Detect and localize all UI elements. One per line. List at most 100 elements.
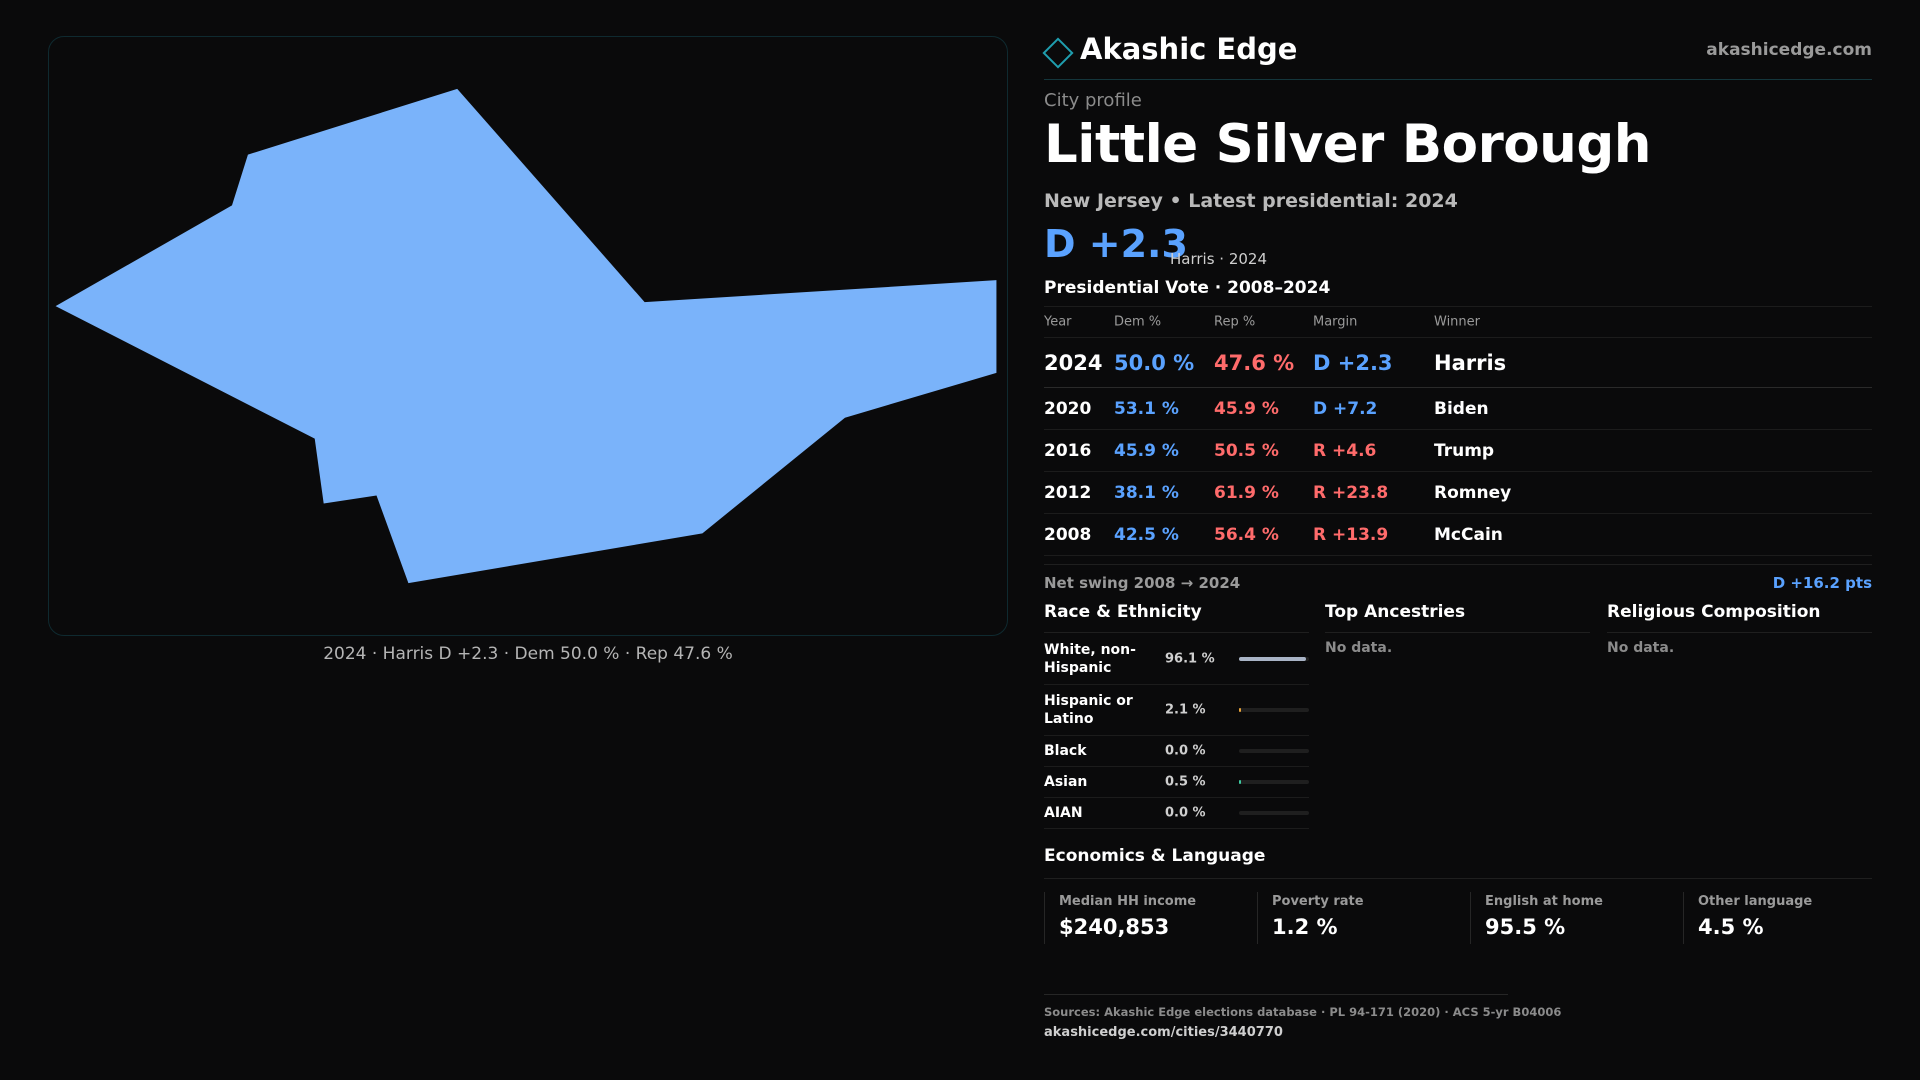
headline-margin: D +2.3 [1044,222,1188,266]
cell-margin: D +7.2 [1313,398,1378,419]
econ-label: Median HH income [1059,894,1197,909]
econ-value: 95.5 % [1485,915,1566,939]
cell-year: 2020 [1044,398,1092,419]
race-bar [1239,657,1309,661]
cell-rep: 50.5 % [1214,440,1279,461]
cell-winner: Romney [1434,482,1512,503]
ancestry-empty: No data. [1325,640,1393,656]
race-bar [1239,749,1309,753]
cell-year: 2024 [1044,350,1103,375]
race-bar-fill [1239,708,1241,712]
table-row: 2024 50.0 % 47.6 % D +2.3 Harris [1044,338,1872,388]
diamond-outline-icon [1042,37,1074,69]
cell-rep: 47.6 % [1214,350,1295,375]
cell-winner: Biden [1434,398,1489,419]
race-bar-fill [1239,780,1241,784]
race-bar [1239,708,1309,712]
map-panel[interactable] [48,36,1008,636]
cell-year: 2012 [1044,482,1092,503]
table-row: 2016 45.9 % 50.5 % R +4.6 Trump [1044,430,1872,472]
city-kicker: City profile [1044,90,1142,111]
col-rep: Rep % [1214,314,1256,330]
race-pct: 96.1 % [1165,651,1215,667]
economics-section-title: Economics & Language [1044,846,1872,879]
cell-rep: 56.4 % [1214,524,1279,545]
page-title: Little Silver Borough [1044,114,1652,175]
table-row: 2020 53.1 % 45.9 % D +7.2 Biden [1044,388,1872,430]
profile-panel: Akashic Edge akashicedge.com City profil… [1042,0,1872,1080]
net-swing-label: Net swing 2008 → 2024 [1044,574,1241,592]
map-caption: 2024 · Harris D +2.3 · Dem 50.0 % · Rep … [323,644,733,664]
cell-margin: R +4.6 [1313,440,1377,461]
race-pct: 0.5 % [1165,774,1206,790]
sources-text: Sources: Akashic Edge elections database… [1044,1005,1562,1019]
econ-value: 4.5 % [1698,915,1764,939]
cell-dem: 53.1 % [1114,398,1179,419]
cell-winner: Harris [1434,350,1507,375]
cell-winner: Trump [1434,440,1495,461]
econ-card-english: English at home 95.5 % [1470,892,1670,944]
col-year: Year [1044,314,1072,330]
col-winner: Winner [1434,314,1481,330]
econ-card-poverty: Poverty rate 1.2 % [1257,892,1457,944]
race-bar [1239,811,1309,815]
econ-label: Other language [1698,894,1813,909]
race-pct: 0.0 % [1165,805,1206,821]
vote-table: Year Dem % Rep % Margin Winner 2024 50.0… [1044,306,1872,556]
cell-year: 2008 [1044,524,1092,545]
table-row: 2008 42.5 % 56.4 % R +13.9 McCain [1044,514,1872,556]
table-row: 2012 38.1 % 61.9 % R +23.8 Romney [1044,472,1872,514]
cell-margin: R +23.8 [1313,482,1389,503]
religion-empty: No data. [1607,640,1675,656]
econ-label: Poverty rate [1272,894,1364,909]
race-pct: 2.1 % [1165,702,1206,718]
religion-section-title: Religious Composition [1607,602,1872,633]
econ-card-other-language: Other language 4.5 % [1683,892,1883,944]
race-label: Hispanic or Latino [1044,693,1133,727]
race-row: Black 0.0 % [1044,736,1309,767]
cell-margin: D +2.3 [1313,350,1393,375]
race-section-title: Race & Ethnicity [1044,602,1309,633]
vote-table-header: Year Dem % Rep % Margin Winner [1044,306,1872,338]
cell-dem: 42.5 % [1114,524,1179,545]
cell-margin: R +13.9 [1313,524,1389,545]
ancestry-section-title: Top Ancestries [1325,602,1590,633]
cell-rep: 45.9 % [1214,398,1279,419]
city-subtitle: New Jersey • Latest presidential: 2024 [1044,190,1458,212]
city-boundary-shape[interactable] [55,88,997,584]
race-pct: 0.0 % [1165,743,1206,759]
race-table: White, non-Hispanic 96.1 % Hispanic or L… [1044,634,1309,829]
cell-dem: 50.0 % [1114,350,1195,375]
cell-dem: 38.1 % [1114,482,1179,503]
race-row: AIAN 0.0 % [1044,798,1309,829]
race-bar-fill [1239,657,1307,661]
vote-section-title: Presidential Vote · 2008–2024 [1044,278,1331,298]
race-bar [1239,780,1309,784]
race-row: Hispanic or Latino 2.1 % [1044,685,1309,736]
sources-footer: Sources: Akashic Edge elections database… [1044,994,1562,1040]
brand-name[interactable]: Akashic Edge [1080,32,1298,66]
econ-value: $240,853 [1059,915,1170,939]
cell-year: 2016 [1044,440,1092,461]
race-row: White, non-Hispanic 96.1 % [1044,634,1309,685]
cell-winner: McCain [1434,524,1503,545]
brand-url[interactable]: akashicedge.com [1706,40,1872,60]
race-label: White, non-Hispanic [1044,642,1136,676]
city-boundary-map [55,88,997,584]
net-swing-value: D +16.2 pts [1772,574,1872,592]
race-label: Asian [1044,774,1088,790]
sources-url[interactable]: akashicedge.com/cities/3440770 [1044,1025,1283,1040]
cell-dem: 45.9 % [1114,440,1179,461]
race-label: Black [1044,743,1087,759]
econ-value: 1.2 % [1272,915,1338,939]
race-row: Asian 0.5 % [1044,767,1309,798]
race-label: AIAN [1044,805,1083,821]
net-swing: Net swing 2008 → 2024 D +16.2 pts [1044,564,1872,598]
cell-rep: 61.9 % [1214,482,1279,503]
econ-label: English at home [1485,894,1603,909]
headline-winner-note: Harris · 2024 [1170,250,1268,268]
col-margin: Margin [1313,314,1358,330]
col-dem: Dem % [1114,314,1162,330]
brand-header: Akashic Edge akashicedge.com [1042,30,1872,80]
econ-card-income: Median HH income $240,853 [1044,892,1244,944]
